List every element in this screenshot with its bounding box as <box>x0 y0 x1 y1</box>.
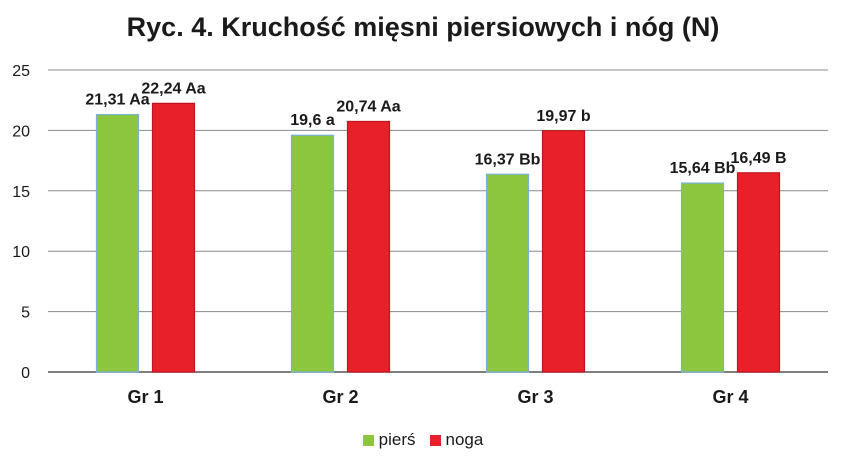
data-label: 21,31 Aa <box>85 92 149 109</box>
y-tick-label: 0 <box>21 365 30 382</box>
data-label: 22,24 Aa <box>141 80 205 97</box>
legend-item-piers: pierś <box>362 430 416 450</box>
bar-piers <box>95 113 140 373</box>
data-label: 16,49 B <box>730 150 786 167</box>
bar-noga <box>346 120 391 373</box>
y-tick-label: 5 <box>21 305 30 322</box>
y-tick-label: 15 <box>12 184 30 201</box>
legend-swatch-piers <box>362 434 374 446</box>
bar-piers <box>290 134 335 373</box>
data-label: 19,97 b <box>536 108 590 125</box>
bar-piers <box>485 173 530 373</box>
bars <box>95 102 781 373</box>
bar-piers <box>680 182 725 373</box>
y-axis: 0 5 10 15 20 25 <box>12 63 30 382</box>
data-label: 15,64 Bb <box>670 160 736 177</box>
data-label: 19,6 a <box>290 112 335 129</box>
chart-title: Ryc. 4. Kruchość mięsni piersiowych i nó… <box>126 12 720 42</box>
legend-label-noga: noga <box>445 430 484 449</box>
data-label: 16,37 Bb <box>475 151 541 168</box>
x-axis: Gr 1 Gr 2 Gr 3 Gr 4 <box>127 387 748 407</box>
x-tick-label: Gr 3 <box>517 387 553 407</box>
bar-noga <box>151 102 196 373</box>
legend: pierś noga <box>0 430 846 450</box>
legend-item-noga: noga <box>429 430 484 450</box>
bar-noga <box>736 172 781 373</box>
legend-label-piers: pierś <box>378 430 416 449</box>
data-label: 20,74 Aa <box>336 98 400 115</box>
bar-noga <box>541 130 586 373</box>
y-tick-label: 10 <box>12 244 30 261</box>
legend-swatch-noga <box>429 434 441 446</box>
x-tick-label: Gr 4 <box>712 387 748 407</box>
y-tick-label: 25 <box>12 63 30 80</box>
y-tick-label: 20 <box>12 123 30 140</box>
x-tick-label: Gr 1 <box>127 387 163 407</box>
x-tick-label: Gr 2 <box>322 387 358 407</box>
